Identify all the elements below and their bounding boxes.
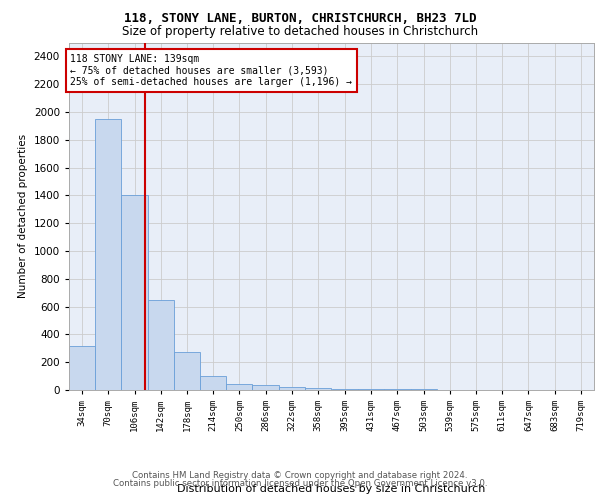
Bar: [253, 385, 279, 390]
Text: Size of property relative to detached houses in Christchurch: Size of property relative to detached ho…: [122, 25, 478, 38]
Y-axis label: Number of detached properties: Number of detached properties: [18, 134, 28, 298]
Bar: [148, 300, 174, 390]
Bar: [226, 384, 253, 390]
X-axis label: Distribution of detached houses by size in Christchurch: Distribution of detached houses by size …: [178, 484, 485, 494]
Bar: [279, 386, 305, 390]
Bar: [200, 376, 226, 390]
Text: Contains HM Land Registry data © Crown copyright and database right 2024.: Contains HM Land Registry data © Crown c…: [132, 471, 468, 480]
Bar: [121, 196, 148, 390]
Bar: [332, 388, 358, 390]
Bar: [95, 119, 121, 390]
Bar: [174, 352, 200, 390]
Bar: [305, 388, 331, 390]
Text: 118, STONY LANE, BURTON, CHRISTCHURCH, BH23 7LD: 118, STONY LANE, BURTON, CHRISTCHURCH, B…: [124, 12, 476, 26]
Bar: [69, 346, 95, 390]
Bar: [358, 389, 384, 390]
Text: 118 STONY LANE: 139sqm
← 75% of detached houses are smaller (3,593)
25% of semi-: 118 STONY LANE: 139sqm ← 75% of detached…: [70, 54, 352, 87]
Text: Contains public sector information licensed under the Open Government Licence v3: Contains public sector information licen…: [113, 478, 487, 488]
